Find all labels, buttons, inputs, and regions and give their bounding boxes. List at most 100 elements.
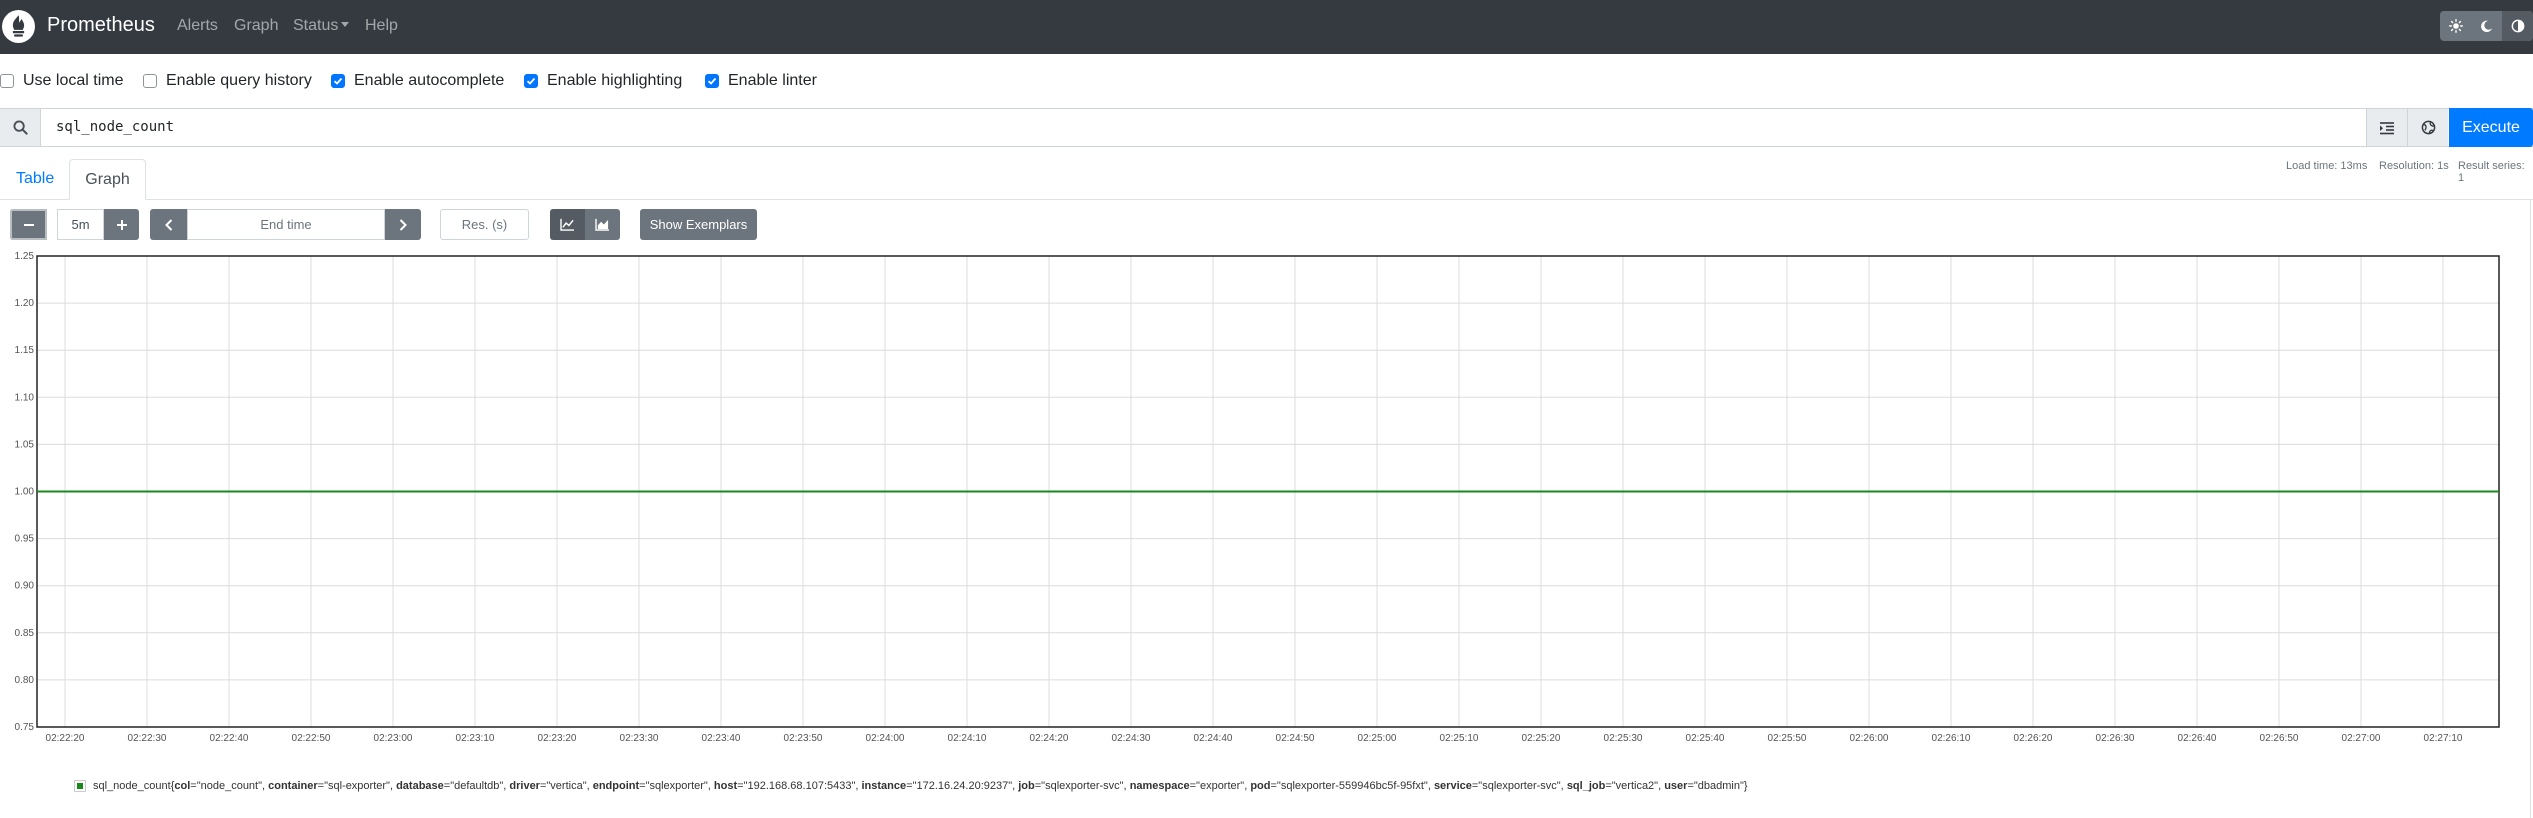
nav-graph[interactable]: Graph (234, 17, 279, 34)
y-tick-label: 1.20 (15, 298, 35, 309)
option-enable-query-history[interactable]: Enable query history (143, 71, 312, 91)
resolution-group: Res. (s) (0, 209, 540, 240)
y-tick-label: 1.25 (15, 251, 35, 262)
unstacked-chart-button[interactable] (550, 209, 585, 240)
x-tick-label: 02:24:00 (866, 733, 905, 744)
check-icon (333, 77, 343, 85)
navbar: Prometheus Alerts Graph Status Help (0, 0, 2533, 54)
globe-icon (2421, 120, 2435, 135)
endtime-input[interactable]: End time (187, 209, 385, 240)
legend-label-key: col (174, 780, 191, 792)
chevron-left-icon (164, 218, 172, 231)
option-label: Enable highlighting (547, 72, 683, 89)
option-enable-highlighting[interactable]: Enable highlighting (524, 71, 682, 91)
graph-panel (0, 200, 2531, 818)
x-tick-label: 02:24:20 (1030, 733, 1069, 744)
x-tick-label: 02:23:20 (538, 733, 577, 744)
legend-open-brace: { (170, 780, 175, 792)
x-tick-label: 02:24:10 (948, 733, 987, 744)
nav-status-label: Status (293, 17, 339, 34)
option-use-local-time[interactable]: Use local time (0, 71, 123, 91)
search-icon (12, 120, 28, 135)
y-tick-label: 0.90 (15, 581, 35, 592)
x-tick-label: 02:25:30 (1604, 733, 1643, 744)
option-label: Enable linter (728, 72, 817, 89)
search-addon (0, 109, 41, 146)
x-tick-label: 02:23:40 (702, 733, 741, 744)
legend-close-brace: } (1743, 780, 1748, 792)
x-tick-label: 02:23:30 (620, 733, 659, 744)
legend-label-value: ="sqlexporter-svc", (1034, 780, 1130, 792)
x-tick-label: 02:27:00 (2342, 733, 2381, 744)
x-tick-label: 02:25:10 (1440, 733, 1479, 744)
option-enable-linter[interactable]: Enable linter (705, 71, 817, 91)
chart-mode-group (550, 209, 622, 240)
x-tick-label: 02:22:40 (210, 733, 249, 744)
theme-auto-button[interactable] (2502, 11, 2533, 41)
next-endtime-button[interactable] (385, 209, 421, 240)
x-tick-label: 02:22:50 (292, 733, 331, 744)
tab-table[interactable]: Table (16, 170, 55, 187)
legend-label-value: ="exporter", (1189, 780, 1251, 792)
minus-icon (23, 223, 34, 226)
expression-input[interactable]: sql_node_count (56, 119, 175, 135)
x-tick-label: 02:23:00 (374, 733, 413, 744)
x-tick-label: 02:24:50 (1276, 733, 1315, 744)
legend-label-key: pod (1250, 780, 1271, 792)
option-enable-autocomplete[interactable]: Enable autocomplete (331, 71, 504, 91)
tab-graph[interactable]: Graph (69, 159, 146, 200)
option-label: Enable query history (166, 72, 312, 89)
legend-color (77, 783, 83, 789)
legend-metric-name: sql_node_count (93, 780, 171, 792)
chevron-right-icon (399, 218, 407, 231)
legend-label-key: sql_job (1566, 780, 1606, 792)
nav-alerts[interactable]: Alerts (177, 17, 218, 34)
plus-icon (116, 219, 127, 230)
legend-label-key: host (713, 780, 738, 792)
contrast-icon (2511, 19, 2524, 33)
decrease-range-button[interactable] (10, 209, 47, 240)
nav-status[interactable]: Status (293, 17, 350, 35)
resolution-input[interactable]: Res. (s) (440, 209, 529, 240)
checkbox-use-local-time[interactable] (0, 74, 14, 88)
x-tick-label: 02:26:30 (2096, 733, 2135, 744)
check-icon (707, 77, 717, 85)
format-expression-button[interactable] (2366, 109, 2407, 146)
show-exemplars-button[interactable]: Show Exemplars (640, 209, 757, 240)
legend-label-key: namespace (1129, 780, 1190, 792)
area-chart-icon (595, 218, 609, 231)
sun-icon (2448, 19, 2463, 33)
legend-label-key: instance (861, 780, 907, 792)
option-label: Use local time (23, 72, 124, 89)
checkbox-enable-highlighting[interactable] (524, 74, 538, 88)
checkbox-enable-autocomplete[interactable] (331, 74, 345, 88)
theme-dark-button[interactable] (2471, 11, 2502, 41)
x-tick-label: 02:26:10 (1932, 733, 1971, 744)
series-legend[interactable]: sql_node_count{col="node_count", contain… (74, 779, 1748, 793)
checkbox-enable-linter[interactable] (705, 74, 719, 88)
y-tick-label: 0.75 (15, 722, 35, 733)
nav-help[interactable]: Help (365, 17, 398, 34)
range-input[interactable]: 5m (57, 209, 104, 240)
checkbox-enable-query-history[interactable] (143, 74, 157, 88)
metrics-explorer-button[interactable] (2407, 109, 2448, 146)
legend-swatch (74, 780, 86, 792)
brand-title[interactable]: Prometheus (47, 14, 155, 36)
theme-light-button[interactable] (2440, 11, 2471, 41)
option-label: Enable autocomplete (354, 72, 505, 89)
tabs-divider (0, 199, 2533, 200)
x-tick-label: 02:26:40 (2178, 733, 2217, 744)
increase-range-button[interactable] (104, 209, 139, 240)
resolution-stat: Resolution: 1s (2379, 160, 2449, 172)
legend-label-value: ="sql-exporter", (317, 780, 397, 792)
previous-endtime-button[interactable] (150, 209, 187, 240)
x-tick-label: 02:27:10 (2424, 733, 2463, 744)
graph-chart[interactable]: 1.25 1.20 1.15 1.10 1.05 1.00 0.95 0.90 0.85 0.80… (0, 250, 2533, 755)
x-tick-label: 02:25:50 (1768, 733, 1807, 744)
prometheus-logo-icon[interactable] (2, 10, 35, 43)
legend-label-value: ="sqlexporter-svc", (1471, 780, 1567, 792)
legend-label-value: ="sqlexporter", (639, 780, 714, 792)
execute-button[interactable]: Execute (2449, 108, 2533, 147)
stacked-chart-button[interactable] (585, 209, 620, 240)
x-tick-label: 02:26:50 (2260, 733, 2299, 744)
